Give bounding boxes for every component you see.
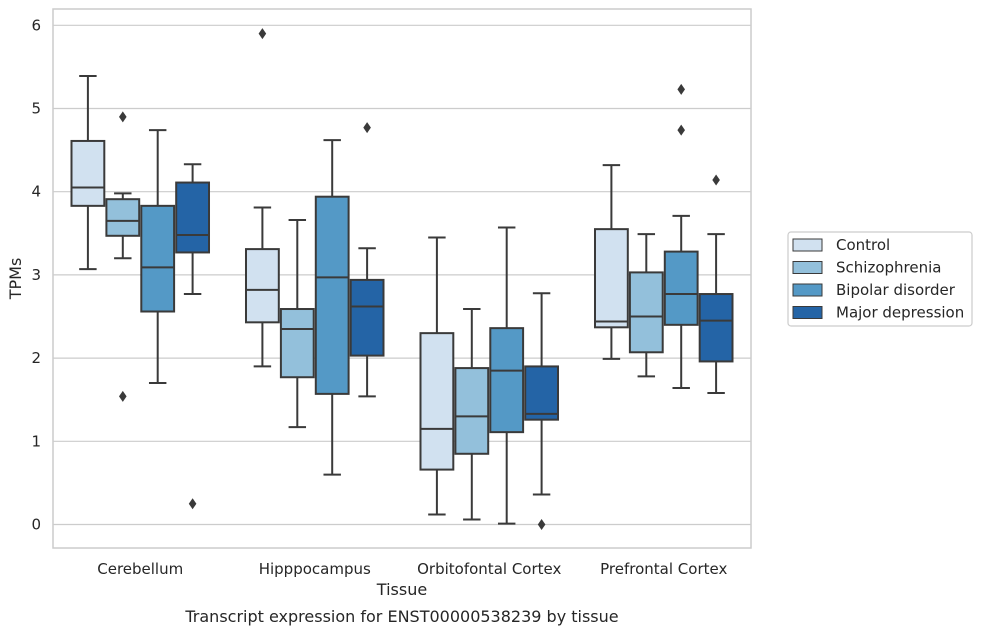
box-body (628, 271, 664, 354)
box (314, 139, 350, 476)
box (593, 164, 629, 360)
box-body (489, 327, 525, 434)
figure-caption: Transcript expression for ENST0000053823… (184, 607, 618, 626)
series-bipolar-disorder (140, 83, 699, 525)
y-tick-label: 1 (31, 432, 41, 450)
box (454, 308, 490, 521)
box-body (663, 250, 699, 326)
box (698, 174, 734, 395)
box (419, 236, 455, 516)
box-body (105, 198, 141, 237)
box-body (244, 248, 280, 324)
box-body (524, 365, 560, 421)
box (70, 75, 106, 271)
box-body (70, 139, 106, 207)
outlier-point (677, 83, 685, 95)
box-body (419, 332, 455, 471)
legend-swatch (792, 306, 823, 319)
outlier-point (712, 174, 720, 186)
box-body (593, 228, 629, 329)
legend-swatch (792, 238, 823, 252)
box (489, 226, 525, 525)
box-body (698, 293, 734, 363)
box (628, 233, 664, 378)
outlier-point (677, 124, 685, 136)
y-tick-label: 0 (31, 516, 41, 534)
x-tick-label: Orbitofontal Cortex (417, 560, 561, 578)
x-tick-label: Cerebellum (97, 560, 183, 578)
x-axis-title: Tissue (376, 580, 427, 599)
box-body (454, 367, 490, 455)
box (105, 111, 141, 402)
box-body (279, 308, 315, 379)
legend-label: Bipolar disorder (836, 281, 956, 299)
outlier-point (119, 390, 127, 402)
y-axis-title: TPMs (6, 258, 25, 301)
y-tick-label: 4 (31, 183, 41, 201)
legend-label: Schizophrenia (836, 259, 941, 277)
box (349, 122, 385, 398)
box-series (70, 28, 734, 530)
plot-frame (52, 8, 752, 549)
box (244, 28, 280, 368)
box-body (349, 278, 385, 357)
y-tick-label: 3 (31, 266, 41, 284)
box-body (140, 204, 176, 313)
series-control (70, 28, 629, 516)
box (524, 292, 560, 530)
box-body (175, 181, 211, 254)
y-tick-label: 5 (31, 100, 41, 118)
legend-swatch (792, 261, 823, 274)
y-axis-ticks: 0 1 2 3 4 5 6 (31, 16, 41, 533)
x-tick-label: Prefrontal Cortex (600, 560, 727, 578)
outlier-point (537, 519, 546, 530)
series-schizophrenia (105, 111, 664, 521)
legend-swatch (792, 283, 823, 297)
y-tick-label: 2 (31, 349, 41, 367)
box (140, 129, 176, 385)
legend-label: Major depression (836, 304, 964, 322)
box (663, 83, 699, 390)
legend-frame (787, 231, 973, 327)
series-major-depression (175, 122, 734, 530)
outlier-point (119, 111, 127, 123)
outlier-point (188, 498, 197, 510)
x-tick-label: Hipppocampus (259, 560, 371, 578)
outlier-point (258, 28, 267, 40)
outlier-point (363, 122, 371, 134)
legend-label: Control (836, 236, 890, 254)
legend: Control Schizophrenia Bipolar disorder Majo… (787, 231, 973, 327)
box (279, 218, 315, 429)
box-body (314, 195, 350, 395)
box (175, 163, 211, 510)
x-axis-ticks: Cerebellum Hipppocampus Orbitofontal Corte… (97, 560, 727, 578)
y-tick-label: 6 (31, 16, 41, 34)
